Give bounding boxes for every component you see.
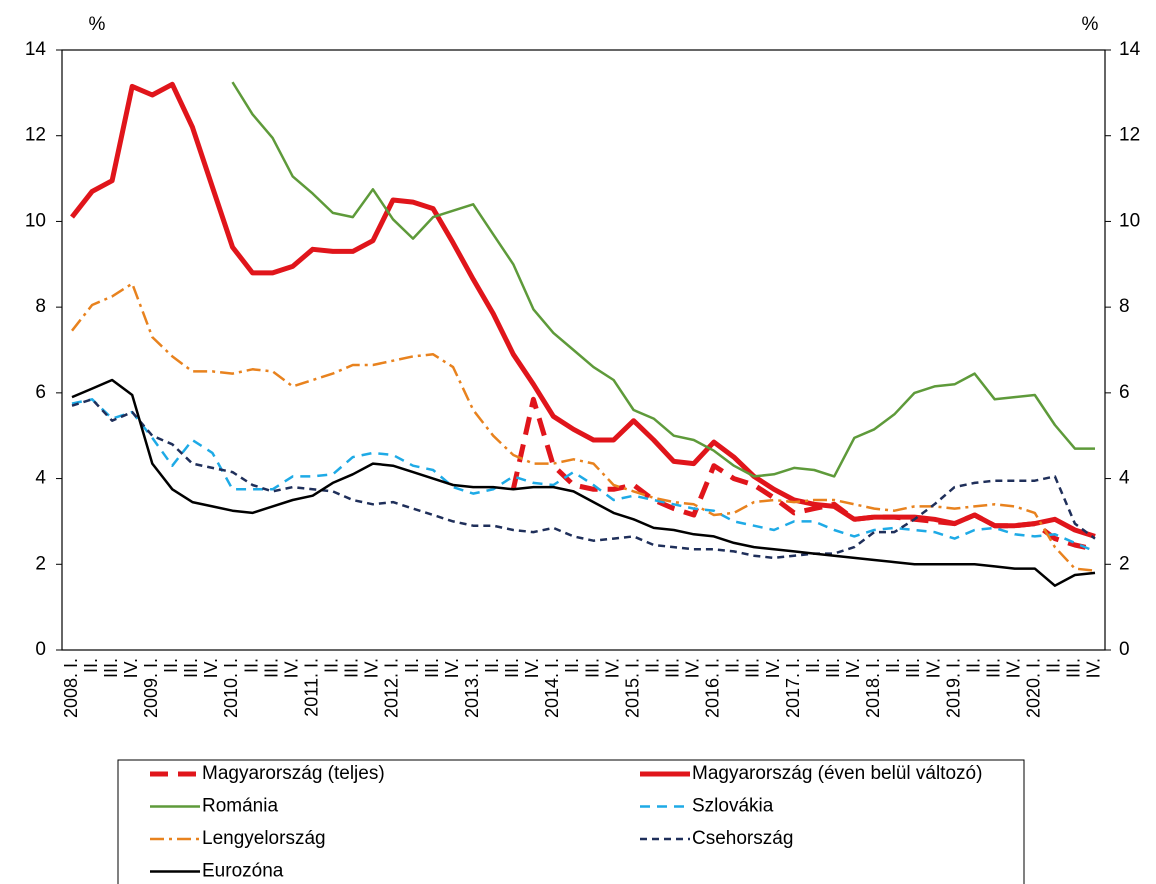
x-tick-label: 2013. I. bbox=[462, 658, 482, 718]
x-tick-label: 2011. I. bbox=[301, 658, 321, 717]
x-tick-label: II. bbox=[241, 658, 261, 673]
x-tick-label: III. bbox=[342, 658, 362, 678]
x-tick-label: III. bbox=[983, 658, 1003, 678]
y-tick-label: 0 bbox=[35, 639, 46, 660]
x-tick-label: II. bbox=[161, 658, 181, 673]
x-tick-label: III. bbox=[903, 658, 923, 678]
x-tick-label: III. bbox=[261, 658, 281, 678]
x-tick-label: IV. bbox=[281, 658, 301, 678]
y2-tick-label: 8 bbox=[1119, 296, 1130, 317]
plot-frame bbox=[61, 49, 1106, 651]
y-tick-label: 14 bbox=[25, 39, 47, 60]
x-tick-label: III. bbox=[181, 658, 201, 678]
x-tick-label: IV. bbox=[121, 658, 141, 678]
x-tick-label: IV. bbox=[442, 658, 462, 678]
x-tick-label: IV. bbox=[362, 658, 382, 678]
x-tick-label: III. bbox=[422, 658, 442, 678]
x-tick-label: III. bbox=[502, 658, 522, 678]
series-line bbox=[70, 81, 1096, 539]
legend-label: Magyarország (éven belül változó) bbox=[692, 763, 982, 784]
x-tick-label: IV. bbox=[522, 658, 542, 678]
y2-tick-label: 12 bbox=[1119, 125, 1140, 146]
x-tick-label: 2012. I. bbox=[382, 658, 402, 718]
x-tick-label: IV. bbox=[843, 658, 863, 678]
x-tick-label: II. bbox=[963, 658, 983, 673]
series-line bbox=[231, 81, 1095, 478]
x-tick-label: II. bbox=[482, 658, 502, 673]
x-tick-label: III. bbox=[582, 658, 602, 678]
x-tick-label: III. bbox=[1064, 658, 1084, 678]
y-tick-label: 2 bbox=[35, 553, 46, 574]
x-tick-label: 2019. I. bbox=[943, 658, 963, 718]
x-tick-label: IV. bbox=[1084, 658, 1104, 678]
x-tick-label: IV. bbox=[763, 658, 783, 678]
y2-tick-label: 14 bbox=[1119, 39, 1141, 60]
y2-axis-label: % bbox=[1082, 14, 1099, 35]
legend-label: Eurozóna bbox=[202, 861, 284, 882]
x-tick-label: 2014. I. bbox=[542, 658, 562, 718]
y-tick-label: 6 bbox=[35, 382, 46, 403]
x-tick-label: II. bbox=[402, 658, 422, 673]
legend-label: Csehország bbox=[692, 828, 793, 849]
x-tick-label: II. bbox=[642, 658, 662, 673]
x-tick-label: 2009. I. bbox=[141, 658, 161, 718]
x-tick-label: II. bbox=[883, 658, 903, 673]
x-tick-label: IV. bbox=[923, 658, 943, 678]
x-tick-label: IV. bbox=[201, 658, 221, 678]
legend-label: Románia bbox=[202, 796, 278, 817]
y2-tick-label: 2 bbox=[1119, 553, 1130, 574]
legend-box bbox=[117, 759, 1025, 884]
x-tick-label: 2017. I. bbox=[783, 658, 803, 718]
x-tick-label: III. bbox=[101, 658, 121, 678]
y2-tick-label: 4 bbox=[1119, 468, 1130, 489]
x-tick-label: 2015. I. bbox=[622, 658, 642, 718]
y-tick-label: 10 bbox=[25, 210, 46, 231]
x-tick-label: 2020. I. bbox=[1024, 658, 1044, 718]
x-tick-label: II. bbox=[723, 658, 743, 673]
series-line bbox=[71, 282, 1096, 572]
y-tick-label: 12 bbox=[25, 125, 46, 146]
x-tick-label: 2016. I. bbox=[703, 658, 723, 718]
x-tick-label: IV. bbox=[683, 658, 703, 678]
x-tick-label: II. bbox=[803, 658, 823, 673]
x-tick-label: III. bbox=[823, 658, 843, 678]
x-tick-label: II. bbox=[81, 658, 101, 673]
x-tick-label: 2010. I. bbox=[221, 658, 241, 718]
series-line bbox=[71, 378, 1096, 587]
x-tick-label: IV. bbox=[1003, 658, 1023, 678]
y2-tick-label: 10 bbox=[1119, 210, 1140, 231]
y2-tick-label: 6 bbox=[1119, 382, 1130, 403]
y-axis-label: % bbox=[89, 14, 106, 35]
x-tick-label: II. bbox=[322, 658, 342, 673]
series-line bbox=[71, 398, 1096, 553]
x-tick-label: IV. bbox=[602, 658, 622, 678]
y-tick-label: 8 bbox=[35, 296, 46, 317]
legend-label: Lengyelország bbox=[202, 828, 326, 849]
y-tick-label: 4 bbox=[35, 468, 46, 489]
x-tick-label: 2018. I. bbox=[863, 658, 883, 718]
x-tick-label: II. bbox=[1044, 658, 1064, 673]
x-tick-label: III. bbox=[743, 658, 763, 678]
x-tick-label: II. bbox=[562, 658, 582, 673]
y2-tick-label: 0 bbox=[1119, 639, 1130, 660]
x-tick-label: III. bbox=[663, 658, 683, 678]
legend-label: Szlovákia bbox=[692, 796, 774, 817]
series-line bbox=[71, 398, 1096, 560]
legend-label: Magyarország (teljes) bbox=[202, 763, 385, 784]
x-tick-label: 2008. I. bbox=[61, 658, 81, 718]
